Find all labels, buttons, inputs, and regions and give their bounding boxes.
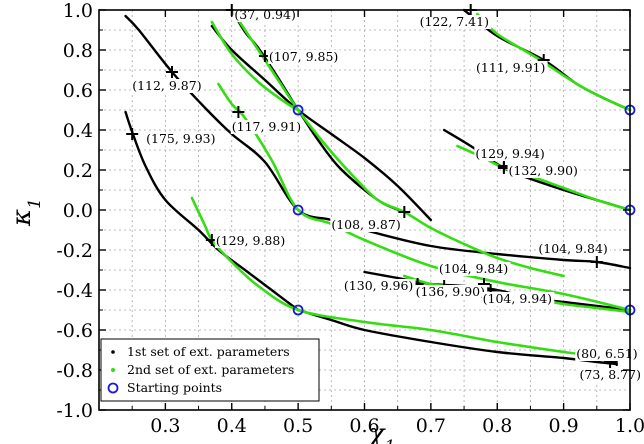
annotation-label: (129, 9.88) [216, 233, 285, 248]
y-tick-label: 0.2 [63, 160, 93, 182]
annotation-label: (73, 8.77) [580, 367, 641, 382]
annotation-bg [414, 285, 488, 299]
x-tick-label: 0.8 [482, 415, 512, 437]
legend-marker-set1 [111, 350, 115, 354]
starting-point-marker [292, 104, 304, 116]
legend-marker-start [107, 382, 119, 394]
annotation-label: (117, 9.91) [232, 119, 301, 134]
series-set1-curve [124, 110, 300, 312]
starting-point-marker [292, 204, 304, 216]
annotation-bg [342, 279, 416, 293]
series-set2-curve [476, 12, 632, 112]
cross-marker [166, 66, 179, 78]
annotation-bg [507, 164, 581, 178]
y-tick-label: -1.0 [56, 400, 93, 422]
annotation-bg [437, 262, 511, 276]
y-tick-label: 0.6 [63, 80, 93, 102]
cross-marker [232, 106, 245, 118]
annotation-bg [474, 147, 547, 161]
annotation-label: (80, 6.51) [576, 346, 637, 361]
annotation-bg [475, 61, 548, 75]
annotation-bg [233, 8, 300, 22]
annotation-label: (136, 9.90) [416, 284, 485, 299]
annotation-bg [575, 347, 642, 361]
x-tick-label: 0.7 [416, 415, 446, 437]
axis-ticks: 0.3 0.4 0.5 0.6 0.7 0.8 0.9 1.0 -1.0 -0.8 -0.6 -0.4… [56, 0, 644, 437]
x-axis-title: χ1 [367, 419, 396, 444]
cross-marker [398, 206, 411, 218]
annotation-label: (175, 9.93) [146, 131, 215, 146]
cross-marker [590, 256, 603, 268]
y-tick-label: 0.0 [63, 200, 93, 222]
annotation-bg [578, 368, 644, 382]
data-series [124, 8, 632, 366]
x-tick-label: 0.9 [549, 415, 579, 437]
annotation-label: (112, 9.87) [132, 78, 201, 93]
annotation-bg [131, 79, 204, 93]
annotation-label: (129, 9.94) [475, 146, 544, 161]
legend-box [100, 338, 320, 402]
annotation-label: (107, 9.85) [269, 49, 338, 64]
y-tick-label: -0.8 [56, 360, 93, 382]
annotation-label: (130, 9.96) [344, 278, 413, 293]
legend: 1st set of ext. parameters 2nd set of ex… [100, 338, 320, 402]
annotation-bg [481, 292, 555, 306]
annotations: (37, 0.94)(107, 9.85)(112, 9.87)(117, 9.… [131, 7, 644, 382]
annotation-bg [214, 234, 288, 248]
starting-point-marker [292, 304, 304, 316]
x-tick-label: 0.6 [349, 415, 379, 437]
y-tick-label: 0.4 [63, 120, 93, 142]
series-set1-curve [296, 308, 618, 366]
annotation-label: (111, 9.91) [476, 60, 545, 75]
series-set1-curve [210, 24, 433, 222]
y-tick-label: -0.4 [56, 280, 93, 302]
annotation-bg [330, 218, 403, 232]
series-set1-curve [124, 14, 632, 270]
legend-label-set2: 2nd set of ext. parameters [127, 362, 294, 377]
annotation-label: (104, 9.84) [538, 241, 607, 256]
legend-marker-set2 [111, 368, 115, 372]
legend-label-start: Starting points [127, 380, 222, 395]
x-tick-label: 0.3 [150, 415, 180, 437]
y-tick-label: 0.8 [63, 40, 93, 62]
annotation-bg [267, 50, 341, 64]
y-axis-title: κ1 [7, 198, 45, 227]
series-set1-curve [230, 8, 406, 214]
annotation-bg [230, 120, 304, 134]
annotation-label: (104, 9.84) [439, 261, 508, 276]
cross-marker [126, 128, 139, 140]
series-set2-curve [210, 20, 300, 112]
annotation-label: (108, 9.87) [331, 217, 400, 232]
series-set2-curve [230, 8, 565, 278]
annotation-bg [537, 242, 611, 256]
annotation-label: (122, 7.41) [420, 14, 489, 29]
series-set2-curve [217, 82, 632, 312]
annotation-label: (104, 9.94) [483, 291, 552, 306]
legend-label-set1: 1st set of ext. parameters [127, 344, 290, 359]
x-tick-label: 1.0 [615, 415, 644, 437]
y-tick-label: 1.0 [63, 0, 93, 22]
x-tick-label: 0.4 [217, 415, 247, 437]
annotation-bg [145, 132, 218, 146]
x-tick-label: 0.5 [283, 415, 313, 437]
y-tick-label: -0.2 [56, 240, 93, 262]
y-tick-label: -0.6 [56, 320, 93, 342]
annotation-bg [418, 15, 492, 29]
annotation-label: (132, 9.90) [509, 163, 578, 178]
